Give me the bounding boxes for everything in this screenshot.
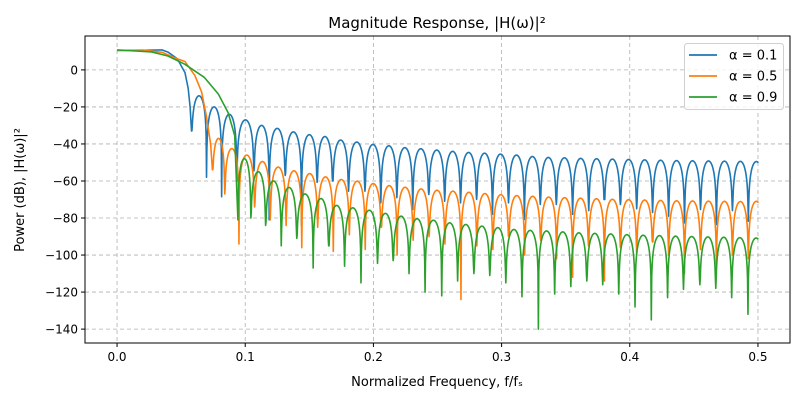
plot-frame [84, 35, 791, 344]
series-line-1 [117, 49, 759, 227]
x-tick-label: 0.1 [236, 350, 255, 364]
y-tick-label: −140 [45, 323, 78, 337]
legend-label: α = 0.5 [729, 70, 777, 85]
x-axis-ticks: 0.0 0.1 0.2 0.3 0.4 0.5 [107, 343, 768, 364]
y-tick-label: −120 [45, 286, 78, 300]
y-tick-label: −80 [53, 212, 78, 226]
legend-box [684, 43, 784, 110]
x-tick-label: 0.5 [748, 350, 767, 364]
x-tick-label: 0.3 [492, 350, 511, 364]
x-axis-label: Normalized Frequency, f/fₛ [351, 375, 523, 390]
x-tick-label: 0.2 [364, 350, 383, 364]
series-line-2 [117, 49, 759, 301]
grid [85, 36, 790, 343]
legend: α = 0.1 α = 0.5 α = 0.9 [684, 43, 784, 110]
y-tick-label: −20 [53, 100, 78, 114]
series-line-3 [117, 49, 759, 330]
x-tick-label: 0.4 [620, 350, 639, 364]
legend-label: α = 0.1 [729, 49, 777, 64]
y-tick-label: −100 [45, 249, 78, 263]
y-axis-ticks: 0 −20 −40 −60 −80 −100 −120 −140 [45, 63, 85, 337]
series-lines [117, 49, 759, 330]
y-tick-label: 0 [70, 63, 78, 77]
chart-title: Magnitude Response, |H(ω)|² [328, 14, 545, 32]
y-axis-label: Power (dB), |H(ω)|² [13, 128, 28, 252]
y-tick-label: −40 [53, 137, 78, 151]
y-tick-label: −60 [53, 174, 78, 188]
x-tick-label: 0.0 [107, 350, 126, 364]
legend-label: α = 0.9 [729, 91, 777, 106]
